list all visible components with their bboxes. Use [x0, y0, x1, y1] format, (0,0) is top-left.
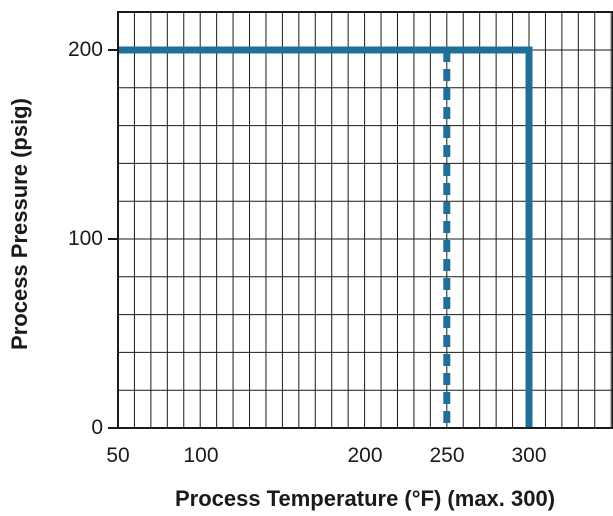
x-axis-label: Process Temperature (°F) (max. 300)	[174, 486, 556, 511]
y-axis-label: Process Pressure (psig)	[7, 98, 32, 350]
solid-series-line	[118, 46, 533, 428]
x-tick-label: 200	[347, 444, 383, 467]
chart-grid	[108, 12, 613, 429]
chart-series	[118, 46, 533, 428]
x-tick-label: 100	[183, 444, 219, 467]
y-tick-label: 200	[67, 38, 103, 61]
x-tick-label: 50	[106, 444, 130, 467]
x-tick-label: 300	[511, 444, 547, 467]
y-tick-label: 100	[67, 227, 103, 250]
y-tick-label: 0	[91, 416, 103, 439]
plot-frame	[117, 11, 613, 429]
x-tick-label: 250	[429, 444, 465, 467]
